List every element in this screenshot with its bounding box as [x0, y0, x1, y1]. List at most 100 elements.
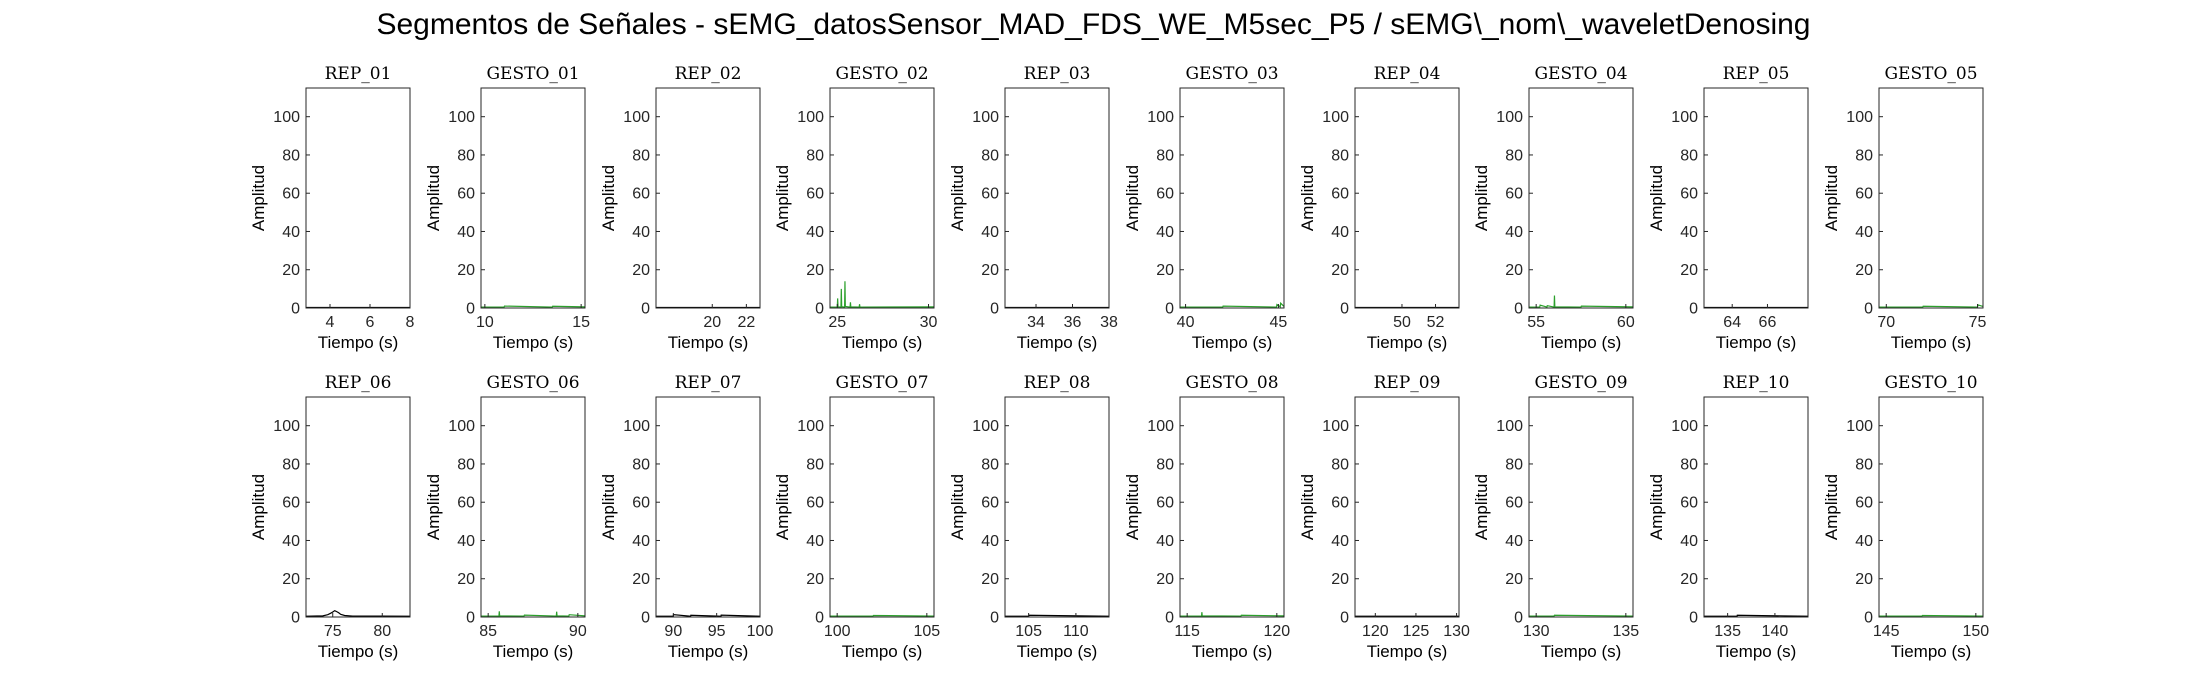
x-axis-label: Tiempo (s) — [1716, 642, 1797, 661]
subplot-rep-08: REP_08 0 20 40 60 80 100 105 110 Tiempo (s) Amplit… — [948, 373, 1110, 661]
subplot-rep-07: REP_07 0 20 40 60 80 100 90 95 100 Tiempo (s) Ampli… — [599, 373, 773, 661]
y-tick-label: 0 — [1514, 301, 1523, 318]
y-axis-label: Amplitud — [1123, 474, 1142, 540]
x-axis-label: Tiempo (s) — [1192, 333, 1273, 352]
subplot-rep-10: REP_10 0 20 40 60 80 100 135 140 Tiempo (s) Amplit… — [1647, 373, 1809, 661]
y-axis-label: Amplitud — [948, 165, 967, 231]
y-tick-label: 60 — [457, 495, 475, 512]
subplot-title: REP_06 — [325, 373, 392, 393]
y-axis-label: Amplitud — [599, 165, 618, 231]
y-tick-label: 0 — [291, 301, 300, 318]
y-tick-label: 80 — [806, 147, 824, 164]
x-tick-label: 75 — [1969, 314, 1987, 331]
x-tick-label: 50 — [1393, 314, 1411, 331]
y-tick-label: 40 — [806, 224, 824, 241]
y-tick-label: 0 — [1340, 301, 1349, 318]
y-tick-label: 60 — [1156, 186, 1174, 203]
y-tick-label: 80 — [457, 456, 475, 473]
subplot-title: GESTO_10 — [1884, 373, 1977, 393]
y-tick-label: 40 — [457, 533, 475, 550]
x-tick-label: 100 — [824, 623, 851, 640]
x-tick-label: 4 — [326, 314, 335, 331]
axes-box — [1354, 87, 1460, 309]
subplot-gesto-04: GESTO_04 0 20 40 60 80 100 55 60 Tiempo (s) Amplit… — [1472, 64, 1635, 352]
y-tick-label: 80 — [806, 456, 824, 473]
y-axis-label: Amplitud — [1647, 474, 1666, 540]
y-tick-label: 60 — [632, 495, 650, 512]
x-tick-label: 120 — [1362, 623, 1389, 640]
y-tick-label: 0 — [990, 301, 999, 318]
x-tick-label: 145 — [1873, 623, 1900, 640]
subplot-rep-06: REP_06 0 20 40 60 80 100 75 80 Tiempo (s) Amplitud — [249, 373, 411, 661]
axes-box — [1179, 87, 1285, 309]
y-tick-label: 100 — [448, 418, 475, 435]
series-line — [1529, 295, 1634, 308]
y-tick-label: 100 — [797, 109, 824, 126]
y-axis-label: Amplitud — [599, 474, 618, 540]
subplot-title: GESTO_06 — [486, 373, 579, 393]
y-tick-label: 100 — [972, 418, 999, 435]
subplot-title: GESTO_04 — [1534, 64, 1627, 84]
x-tick-label: 100 — [747, 623, 774, 640]
axes-box — [1004, 87, 1110, 309]
y-tick-label: 40 — [1505, 533, 1523, 550]
axes-box — [1878, 396, 1984, 618]
y-tick-label: 20 — [806, 571, 824, 588]
y-tick-label: 40 — [632, 224, 650, 241]
axes-box — [655, 396, 761, 618]
y-tick-label: 100 — [797, 418, 824, 435]
axes-box — [829, 396, 935, 618]
y-tick-label: 20 — [282, 571, 300, 588]
subplot-gesto-08: GESTO_08 0 20 40 60 80 100 115 120 Tiempo (s) Ampl… — [1123, 373, 1290, 661]
axes-box — [305, 396, 411, 618]
series-line — [830, 281, 935, 308]
y-axis-label: Amplitud — [773, 165, 792, 231]
axes-box — [655, 87, 761, 309]
subplot-rep-09: REP_09 0 20 40 60 80 100 120 125 130 Tiempo (s) Amp… — [1298, 373, 1470, 661]
y-tick-label: 100 — [1846, 109, 1873, 126]
series-line — [481, 305, 586, 308]
subplot-rep-04: REP_04 0 20 40 60 80 100 50 52 Tiempo (s) Amplitud — [1298, 64, 1460, 352]
x-tick-label: 90 — [664, 623, 682, 640]
x-tick-label: 130 — [1523, 623, 1550, 640]
y-tick-label: 100 — [1846, 418, 1873, 435]
subplot-gesto-03: GESTO_03 0 20 40 60 80 100 40 45 Tiempo (s) Amplit… — [1123, 64, 1287, 352]
y-tick-label: 20 — [457, 571, 475, 588]
axes-box — [1703, 396, 1809, 618]
x-tick-label: 130 — [1443, 623, 1470, 640]
series-line — [1180, 612, 1285, 617]
subplot-title: REP_09 — [1374, 373, 1441, 393]
y-tick-label: 40 — [1855, 533, 1873, 550]
x-tick-label: 125 — [1403, 623, 1430, 640]
x-tick-label: 120 — [1263, 623, 1290, 640]
y-axis-label: Amplitud — [249, 474, 268, 540]
x-tick-label: 15 — [572, 314, 590, 331]
y-axis-label: Amplitud — [249, 165, 268, 231]
y-tick-label: 0 — [466, 301, 475, 318]
y-axis-label: Amplitud — [1472, 474, 1491, 540]
y-tick-label: 0 — [641, 301, 650, 318]
y-tick-label: 80 — [1680, 456, 1698, 473]
y-tick-label: 60 — [1855, 186, 1873, 203]
y-tick-label: 100 — [1671, 109, 1698, 126]
y-tick-label: 100 — [623, 418, 650, 435]
y-tick-label: 20 — [1505, 262, 1523, 279]
y-tick-label: 0 — [1340, 610, 1349, 627]
x-axis-label: Tiempo (s) — [668, 642, 749, 661]
y-tick-label: 60 — [457, 186, 475, 203]
y-tick-label: 60 — [282, 186, 300, 203]
axes-box — [1703, 87, 1809, 309]
y-tick-label: 40 — [632, 533, 650, 550]
series-line — [830, 614, 935, 617]
subplot-gesto-09: GESTO_09 0 20 40 60 80 100 130 135 Tiempo (s) Ampl… — [1472, 373, 1639, 661]
x-tick-label: 70 — [1877, 314, 1895, 331]
y-tick-label: 40 — [1331, 533, 1349, 550]
x-tick-label: 150 — [1962, 623, 1989, 640]
x-axis-label: Tiempo (s) — [493, 333, 574, 352]
x-tick-label: 90 — [569, 623, 587, 640]
y-tick-label: 20 — [1855, 571, 1873, 588]
x-axis-label: Tiempo (s) — [1716, 333, 1797, 352]
subplot-title: REP_02 — [675, 64, 742, 84]
subplot-title: GESTO_02 — [835, 64, 928, 84]
axes-box — [480, 396, 586, 618]
